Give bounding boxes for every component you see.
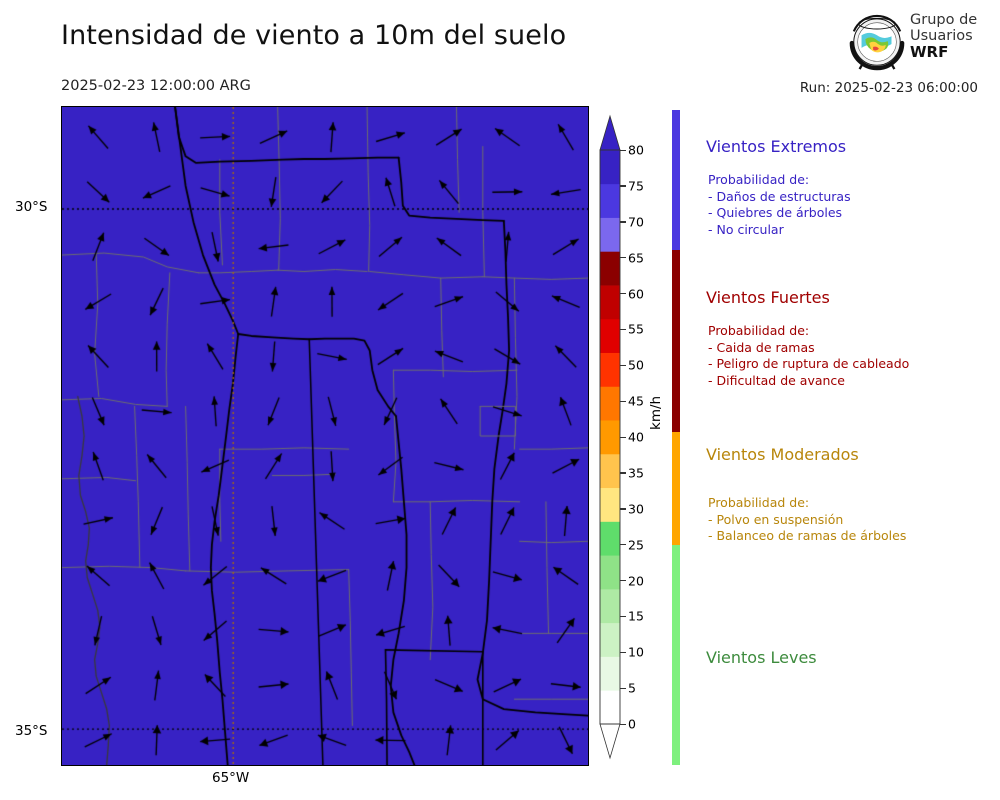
colorbar-tick-mark [620, 221, 626, 223]
legend-item-0-1: - Quiebres de árboles [708, 205, 843, 220]
colorbar-tick-70: 70 [628, 214, 644, 230]
globe-emblem-icon [849, 14, 905, 71]
colorbar-tick-25: 25 [628, 537, 644, 553]
lat-tick-35s: 35°S [15, 723, 48, 739]
colorbar-tick-75: 75 [628, 178, 644, 194]
legend-category-body-2: Probabilidad de: - Polvo en suspensión - B… [708, 495, 906, 545]
colorbar-tick-mark [620, 508, 626, 510]
wrf-user-group-logo: Grupo de Usuarios WRF [848, 12, 994, 76]
colorbar-tick-10: 10 [628, 644, 644, 660]
legend-color-bar-2 [672, 432, 680, 545]
colorbar-tick-40: 40 [628, 429, 644, 445]
legend-category-title-0: Vientos Extremos [706, 137, 847, 156]
colorbar-tick-60: 60 [628, 286, 644, 301]
legend-heading-1: Probabilidad de: [708, 323, 810, 338]
legend-category-title-2: Vientos Moderados [706, 445, 859, 464]
colorbar-tick-mark [620, 580, 626, 582]
colorbar-tick-mark [620, 544, 626, 546]
legend-heading-2: Probabilidad de: [708, 495, 810, 510]
colorbar-tick-mark [620, 328, 626, 331]
colorbar-tick-30: 30 [628, 501, 644, 517]
legend-category-body-1: Probabilidad de: - Caida de ramas - Peligr… [708, 323, 909, 389]
legend-item-1-2: - Dificultad de avance [708, 372, 845, 388]
legend-color-bar-0 [672, 110, 680, 250]
colorbar-tick-mark [620, 436, 626, 438]
colorbar-tick-mark [620, 723, 626, 725]
legend-item-2-0: - Polvo en suspensión [708, 511, 844, 527]
legend-item-1-1: - Peligro de ruptura de cableado [708, 356, 910, 371]
colorbar-unit-label: km/h [648, 395, 664, 430]
legend-color-bar-3 [672, 545, 680, 765]
legend-item-0-0: - Daños de estructuras [708, 188, 851, 204]
logo-line-2: Usuarios [910, 28, 973, 44]
colorbar-tick-mark [620, 615, 626, 618]
colorbar-tick-45: 45 [628, 393, 644, 409]
logo-text-block: Grupo de Usuarios WRF [910, 12, 996, 61]
colorbar: 0 5 10 15 20 25 30 35 40 45 50 55 60 65 70 75 80 [598, 106, 644, 766]
colorbar-tick-mark [620, 293, 626, 295]
legend-category-title-3: Vientos Leves [706, 648, 817, 667]
logo-line-3: WRF [910, 43, 949, 61]
colorbar-tick-mark [620, 149, 626, 151]
colorbar-tick-15: 15 [628, 608, 644, 624]
colorbar-tick-50: 50 [628, 357, 644, 373]
legend-heading-0: Probabilidad de: [708, 172, 810, 187]
colorbar-tick-5: 5 [628, 680, 636, 696]
colorbar-tick-80: 80 [628, 142, 644, 158]
legend-item-0-2: - No circular [708, 221, 784, 237]
lon-tick-65w: 65°W [212, 770, 250, 786]
colorbar-tick-mark [620, 400, 626, 402]
colorbar-tick-mark [620, 472, 626, 474]
logo-line-1: Grupo de [910, 12, 978, 28]
legend-item-2-1: - Balanceo de ramas de árboles [708, 528, 907, 543]
legend-color-bar-1 [672, 250, 680, 432]
model-run-label: Run: 2025-02-23 06:00:00 [799, 80, 978, 96]
colorbar-tick-0: 0 [628, 716, 636, 732]
legend-item-1-0: - Caida de ramas [708, 339, 815, 355]
page-title: Intensidad de viento a 10m del suelo [61, 20, 567, 51]
colorbar-tick-35: 35 [628, 465, 644, 481]
colorbar-tick-mark [620, 687, 626, 689]
legend-category-title-1: Vientos Fuertes [706, 288, 830, 307]
wind-field-canvas [62, 107, 588, 765]
colorbar-gradient [599, 114, 621, 760]
colorbar-tick-20: 20 [628, 573, 644, 588]
lat-tick-30s: 30°S [15, 199, 48, 215]
wind-intensity-map[interactable] [61, 106, 589, 766]
colorbar-tick-65: 65 [628, 250, 644, 266]
colorbar-tick-mark [620, 364, 626, 367]
colorbar-tick-mark [620, 257, 626, 259]
valid-time-label: 2025-02-23 12:00:00 ARG [61, 78, 251, 94]
colorbar-tick-mark [620, 185, 626, 187]
colorbar-tick-55: 55 [628, 321, 644, 337]
legend-category-body-0: Probabilidad de: - Daños de estructuras - … [708, 172, 851, 238]
colorbar-tick-mark [620, 651, 626, 654]
